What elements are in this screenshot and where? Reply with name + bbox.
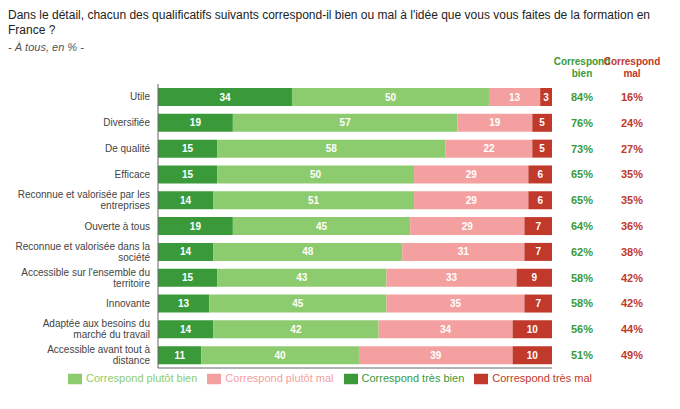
svg-text:19: 19 <box>190 221 202 232</box>
html-text:Correspond bien: Correspond bien <box>553 56 611 79</box>
svg-text:19: 19 <box>190 117 202 128</box>
svg-text:39: 39 <box>430 350 442 361</box>
svg-text:42%: 42% <box>621 272 643 284</box>
svg-text:31: 31 <box>458 246 470 257</box>
svg-text:Efficace: Efficace <box>115 169 151 180</box>
svg-text:73%: 73% <box>571 143 593 155</box>
svg-text:38%: 38% <box>621 246 643 258</box>
html-text:Correspond mal: Correspond mal <box>603 56 661 79</box>
svg-text:5: 5 <box>539 143 545 154</box>
svg-text:42: 42 <box>290 324 302 335</box>
svg-text:58%: 58% <box>571 297 593 309</box>
html-text:Correspond plutôt mal: Correspond plutôt mal <box>225 372 334 384</box>
svg-text:65%: 65% <box>571 194 593 206</box>
svg-text:9: 9 <box>531 272 537 283</box>
svg-text:15: 15 <box>182 169 194 180</box>
svg-text:29: 29 <box>462 221 474 232</box>
svg-text:36%: 36% <box>621 220 643 232</box>
svg-text:3: 3 <box>543 92 549 103</box>
svg-text:29: 29 <box>466 195 478 206</box>
html-text:Correspond plutôt bien: Correspond plutôt bien <box>86 372 198 384</box>
svg-text:15: 15 <box>182 272 194 283</box>
svg-text:49%: 49% <box>621 349 643 361</box>
svg-text:35%: 35% <box>621 168 643 180</box>
svg-text:14: 14 <box>180 246 192 257</box>
svg-text:51: 51 <box>308 195 320 206</box>
svg-text:45: 45 <box>292 298 304 309</box>
svg-text:44%: 44% <box>621 323 643 335</box>
svg-text:62%: 62% <box>571 246 593 258</box>
html-text:Correspond très bien: Correspond très bien <box>361 372 465 384</box>
svg-text:40: 40 <box>275 350 287 361</box>
svg-text:35%: 35% <box>621 194 643 206</box>
svg-text:24%: 24% <box>621 117 643 129</box>
svg-text:58%: 58% <box>571 272 593 284</box>
svg-text:Ouverte à tous: Ouverte à tous <box>84 221 150 232</box>
html-text:Correspond très mal: Correspond très mal <box>492 372 592 384</box>
svg-text:19: 19 <box>489 117 501 128</box>
svg-text:56%: 56% <box>571 323 593 335</box>
svg-text:Reconnue et valorisée par lese: Reconnue et valorisée par lesentreprises <box>18 189 150 211</box>
svg-text:42%: 42% <box>621 297 643 309</box>
svg-text:57: 57 <box>340 117 352 128</box>
svg-text:6: 6 <box>537 169 543 180</box>
svg-text:29: 29 <box>466 169 478 180</box>
svg-text:7: 7 <box>535 221 541 232</box>
svg-text:33: 33 <box>446 272 458 283</box>
svg-text:76%: 76% <box>571 117 593 129</box>
svg-text:50: 50 <box>385 92 397 103</box>
svg-text:84%: 84% <box>571 91 593 103</box>
svg-text:34: 34 <box>440 324 452 335</box>
svg-text:Adaptée aux besoins dumarché d: Adaptée aux besoins dumarché du travail <box>43 318 150 340</box>
svg-text:35: 35 <box>450 298 462 309</box>
svg-text:13: 13 <box>509 92 521 103</box>
svg-text:10: 10 <box>527 350 539 361</box>
svg-text:48: 48 <box>302 246 314 257</box>
svg-text:27%: 27% <box>621 143 643 155</box>
svg-text:51%: 51% <box>571 349 593 361</box>
svg-text:Innovante: Innovante <box>106 298 150 309</box>
svg-text:Utile: Utile <box>130 91 150 102</box>
svg-text:14: 14 <box>180 324 192 335</box>
html-text:- À tous, en % -: - À tous, en % - <box>8 41 84 53</box>
svg-text:Reconnue et valorisée dans las: Reconnue et valorisée dans lasociété <box>15 241 150 263</box>
svg-text:10: 10 <box>527 324 539 335</box>
svg-text:43: 43 <box>296 272 308 283</box>
svg-text:7: 7 <box>535 246 541 257</box>
svg-text:Accessible sur l'ensemble dute: Accessible sur l'ensemble duterritoire <box>21 267 150 289</box>
svg-text:64%: 64% <box>571 220 593 232</box>
svg-text:Diversifiée: Diversifiée <box>103 117 150 128</box>
svg-text:15: 15 <box>182 143 194 154</box>
svg-text:6: 6 <box>537 195 543 206</box>
svg-text:22: 22 <box>483 143 495 154</box>
svg-text:De qualité: De qualité <box>105 143 150 154</box>
svg-text:7: 7 <box>535 298 541 309</box>
svg-text:50: 50 <box>310 169 322 180</box>
svg-text:58: 58 <box>326 143 338 154</box>
svg-text:13: 13 <box>178 298 190 309</box>
svg-text:34: 34 <box>219 92 231 103</box>
svg-text:14: 14 <box>180 195 192 206</box>
svg-text:Accessible avant tout àdistanc: Accessible avant tout àdistance <box>47 344 150 366</box>
svg-text:16%: 16% <box>621 91 643 103</box>
svg-text:65%: 65% <box>571 168 593 180</box>
html-text:Dans le détail, chacun des qua: Dans le détail, chacun des qualificatifs… <box>8 8 650 37</box>
svg-text:45: 45 <box>316 221 328 232</box>
svg-text:5: 5 <box>539 117 545 128</box>
svg-text:11: 11 <box>174 350 185 361</box>
